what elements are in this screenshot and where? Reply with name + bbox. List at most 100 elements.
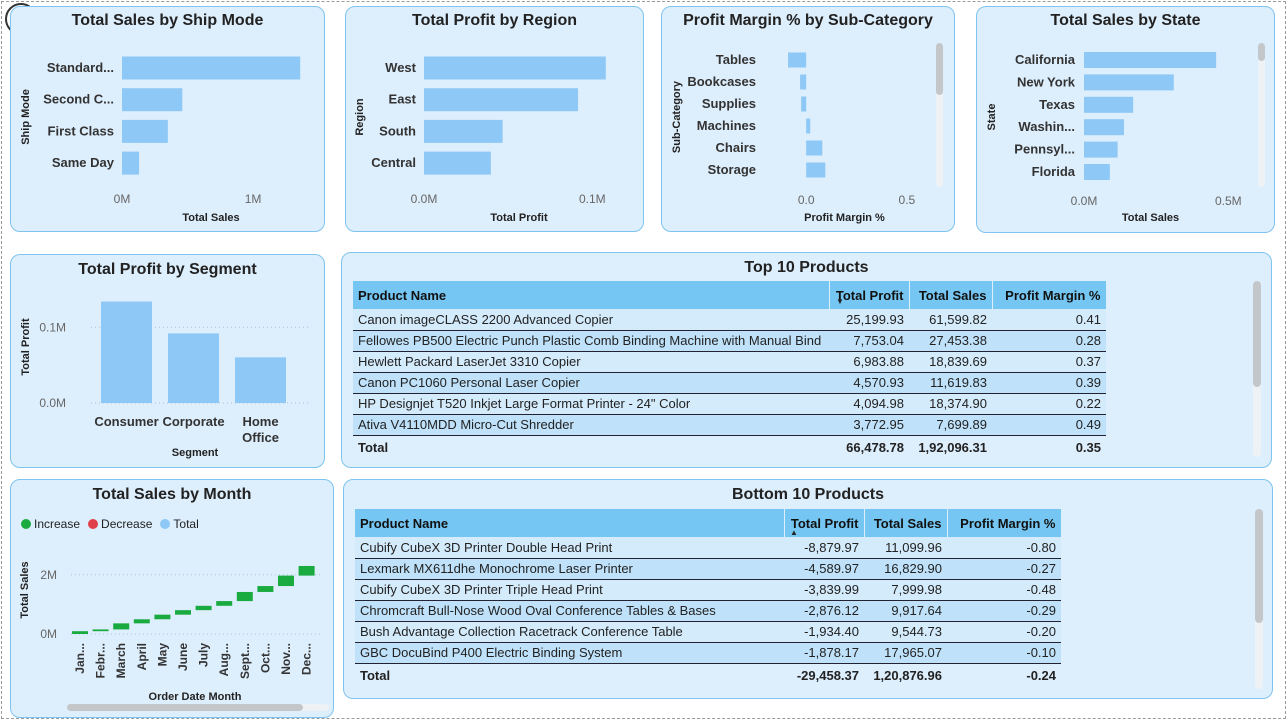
month-chart-h-scroll-thumb[interactable] — [67, 704, 303, 711]
tick-label: 0.1M — [39, 320, 66, 334]
value-cell: -8,879.97 — [784, 537, 864, 559]
segment-chart-card[interactable]: Total Profit by Segment 0.0M 0.1M Consumer… — [10, 254, 325, 468]
table-row[interactable]: Bush Advantage Collection Racetrack Conf… — [355, 621, 1061, 643]
legend-dot-increase — [21, 519, 31, 529]
product-name-cell: Chromcraft Bull-Nose Wood Oval Conferenc… — [355, 600, 784, 622]
value-cell: -1,934.40 — [784, 621, 864, 643]
month-chart-legend: Increase Decrease Total — [21, 517, 199, 531]
bar-margin-1 — [800, 74, 807, 90]
top-products-card[interactable]: Top 10 Products Product Name Total Profi… — [341, 252, 1272, 468]
region-chart-title: Total Profit by Region — [411, 12, 578, 29]
value-cell: 4,570.93 — [829, 372, 909, 394]
y-axis-title: State — [986, 104, 998, 131]
value-cell: 7,999.98 — [864, 579, 947, 601]
tick-label: 0.0M — [1071, 194, 1098, 208]
table-row[interactable]: Canon PC1060 Personal Laser Copier 4,570.… — [353, 372, 1106, 394]
table-row[interactable]: Ativa V4110MDD Micro-Cut Shredder 3,772.9… — [353, 414, 1106, 436]
tick-label: 0M — [114, 192, 131, 206]
bottom-products-table: Product Name Total Profit Total Sales Pr… — [355, 509, 1062, 687]
table-row[interactable]: Canon imageCLASS 2200 Advanced Copier 25,… — [353, 309, 1106, 331]
category-label: Supplies — [702, 96, 756, 111]
value-cell: 6,983.88 — [829, 351, 909, 373]
waterfall-bar-8 — [236, 591, 253, 602]
bar-margin-4 — [806, 140, 823, 156]
waterfall-bar-2 — [113, 623, 130, 630]
col-total-sales[interactable]: Total Sales — [864, 509, 948, 537]
table-row[interactable]: Cubify CubeX 3D Printer Double Head Prin… — [355, 537, 1061, 559]
state-chart-scroll-thumb[interactable] — [1258, 43, 1265, 61]
bar-state-0 — [1084, 52, 1217, 68]
tick-label: 0M — [40, 627, 57, 641]
region-chart-card[interactable]: Total Profit by Region West East South Cent… — [345, 6, 644, 232]
product-name-cell: Canon PC1060 Personal Laser Copier — [353, 372, 829, 394]
ship-mode-chart-card[interactable]: Total Sales by Ship Mode Standard... Seco… — [10, 6, 325, 232]
total-value: 1,20,876.96 — [873, 667, 942, 683]
category-label: Florida — [1032, 164, 1076, 179]
value-cell: 16,829.90 — [864, 558, 947, 580]
product-name-cell: Ativa V4110MDD Micro-Cut Shredder — [353, 414, 829, 436]
col-profit-margin[interactable]: Profit Margin % — [992, 281, 1107, 309]
table-row[interactable]: Hewlett Packard LaserJet 3310 Copier 6,98… — [353, 351, 1106, 373]
category-label: West — [385, 60, 416, 75]
table-row[interactable]: HP Designjet T520 Inkjet Large Format Pr… — [353, 393, 1106, 415]
category-label: Tables — [716, 52, 756, 67]
subcategory-margin-chart-title: Profit Margin % by Sub-Category — [683, 12, 933, 29]
col-product-name[interactable]: Product Name — [355, 509, 785, 537]
bottom-table-scroll-thumb[interactable] — [1255, 509, 1263, 623]
value-cell: 0.39 — [992, 372, 1106, 394]
state-chart-card[interactable]: Total Sales by State California New York T… — [976, 6, 1275, 233]
value-cell: 18,839.69 — [909, 351, 992, 373]
legend-dot-total — [160, 519, 171, 529]
legend-dot-decrease — [88, 519, 99, 529]
legend-label-increase: Increase — [34, 517, 81, 531]
bottom-products-title: Bottom 10 Products — [731, 486, 884, 503]
top-products-title: Top 10 Products — [744, 259, 869, 276]
tick-label: 0.5 — [899, 193, 916, 207]
value-cell: 9,917.64 — [864, 600, 947, 622]
category-label: Corporate — [162, 414, 224, 429]
legend-increase[interactable]: Increase — [21, 517, 80, 531]
legend-label-decrease: Decrease — [101, 517, 153, 531]
category-label: Machines — [697, 118, 756, 133]
top-table-scroll-thumb[interactable] — [1253, 281, 1261, 387]
col-total-sales[interactable]: Total Sales — [909, 281, 993, 309]
month-chart-card[interactable]: Total Sales by Month Increase Decrease T… — [10, 479, 334, 718]
month-label: Sept... — [238, 643, 252, 679]
category-label: Chairs — [716, 140, 756, 155]
state-chart-title: Total Sales by State — [1050, 12, 1201, 29]
bar-region-3 — [424, 151, 491, 175]
waterfall-bar-5 — [175, 610, 191, 615]
table-row[interactable]: Chromcraft Bull-Nose Wood Oval Conferenc… — [355, 600, 1061, 622]
month-label: July — [197, 643, 211, 667]
category-label: Bookcases — [687, 74, 756, 89]
table-row[interactable]: Lexmark MX611dhe Monochrome Laser Printe… — [355, 558, 1061, 580]
month-label: Jan... — [73, 643, 87, 674]
col-profit-margin[interactable]: Profit Margin % — [947, 509, 1062, 537]
waterfall-bar-1 — [92, 629, 109, 632]
table-row[interactable]: Cubify CubeX 3D Printer Triple Head Prin… — [355, 579, 1061, 601]
col-total-profit[interactable]: Total Profit — [829, 281, 910, 309]
value-cell: -0.48 — [947, 579, 1061, 601]
subcategory-margin-chart-card[interactable]: Profit Margin % by Sub-Category Tables Bo… — [661, 6, 955, 232]
legend-decrease[interactable]: Decrease — [88, 517, 152, 531]
value-cell: 11,619.83 — [909, 372, 992, 394]
table-row[interactable]: GBC DocuBind P400 Electric Binding Syste… — [355, 642, 1061, 664]
product-name-cell: Lexmark MX611dhe Monochrome Laser Printe… — [355, 558, 784, 580]
category-label: Home — [242, 414, 278, 429]
margin-chart-scrollbar[interactable] — [936, 43, 943, 187]
month-label: Nov... — [279, 643, 293, 675]
col-product-name[interactable]: Product Name — [353, 281, 830, 309]
bottom-products-card[interactable]: Bottom 10 Products Product Name Total Pr… — [343, 479, 1273, 699]
value-cell: 11,099.96 — [864, 537, 947, 559]
value-cell: 7,699.89 — [909, 414, 992, 436]
total-value: -29,458.37 — [796, 667, 859, 683]
category-label: Central — [371, 155, 416, 170]
margin-chart-scroll-thumb[interactable] — [936, 43, 943, 95]
legend-total[interactable]: Total — [160, 517, 199, 531]
value-cell: -3,839.99 — [784, 579, 864, 601]
month-label: Oct... — [258, 643, 272, 673]
table-row[interactable]: Fellowes PB500 Electric Punch Plastic Co… — [353, 330, 1106, 352]
category-label: Storage — [708, 162, 756, 177]
state-chart-scrollbar[interactable] — [1258, 43, 1265, 187]
col-total-profit[interactable]: Total Profit — [784, 509, 865, 537]
